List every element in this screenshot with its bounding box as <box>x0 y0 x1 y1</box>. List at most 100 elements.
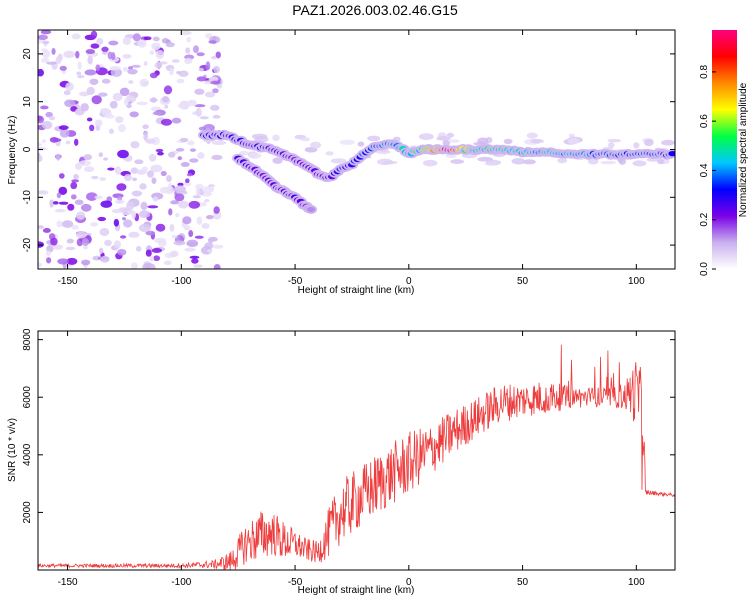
spectrogram-y-tick-label: -10 <box>22 190 33 205</box>
ridge-halo <box>422 159 438 167</box>
ridge-halo <box>632 160 647 167</box>
noise-speckle <box>116 183 127 191</box>
noise-speckle <box>73 173 79 180</box>
colorbar-tick-label: 0.0 <box>699 262 710 276</box>
noise-speckle <box>177 182 184 187</box>
noise-speckle <box>85 49 96 55</box>
noise-speckle <box>94 119 103 127</box>
spectrogram-x-ticks: -150 -100 -50 0 50 100 <box>58 30 645 287</box>
ridge-halo <box>522 159 536 165</box>
noise-speckle <box>149 97 158 103</box>
noise-speckle <box>97 92 108 97</box>
noise-speckle <box>100 200 113 208</box>
noise-speckle <box>187 140 195 146</box>
noise-speckle <box>108 40 119 46</box>
ridge-halo <box>272 134 280 142</box>
noise-speckle <box>71 224 79 230</box>
ridge-halo <box>442 139 451 147</box>
noise-speckle <box>130 141 140 149</box>
noise-speckle <box>186 239 199 248</box>
noise-speckle <box>114 199 125 204</box>
ridge-halo <box>446 132 455 138</box>
noise-speckle <box>79 160 92 167</box>
ridge-halo <box>211 154 223 160</box>
noise-speckle <box>126 201 135 211</box>
noise-speckle <box>119 87 130 97</box>
noise-speckle <box>139 183 147 190</box>
snr-series-line <box>38 344 675 570</box>
noise-speckle <box>59 65 67 71</box>
noise-speckle <box>204 199 210 203</box>
ridge-halo <box>239 150 249 156</box>
noise-speckle <box>185 47 191 54</box>
noise-speckle <box>58 125 69 130</box>
noise-speckle <box>91 175 99 180</box>
noise-speckle <box>112 92 123 102</box>
colorbar-tick-label: 0.2 <box>699 212 710 226</box>
ridge-halo <box>325 151 334 156</box>
noise-speckle <box>107 51 113 60</box>
noise-speckle <box>127 68 138 75</box>
noise-speckle <box>193 264 203 268</box>
snr-y-tick-label: 6000 <box>22 386 33 409</box>
ridge-halo <box>526 132 538 139</box>
noise-speckle <box>191 258 199 264</box>
noise-speckle <box>77 61 82 70</box>
snr-plot-area <box>38 344 675 570</box>
noise-speckle <box>213 206 220 214</box>
noise-speckle <box>159 186 170 194</box>
ridge-halo <box>567 137 580 145</box>
noise-speckle <box>45 111 53 118</box>
ridge-halo <box>511 158 526 165</box>
noise-speckle <box>122 54 132 59</box>
snr-x-tick-label: -150 <box>58 577 78 588</box>
noise-speckle <box>210 55 217 60</box>
ridge-halo <box>445 153 457 158</box>
noise-speckle <box>212 244 224 249</box>
noise-speckle <box>65 140 71 145</box>
ridge-halo <box>607 138 622 143</box>
noise-speckle <box>186 36 192 43</box>
snr-x-tick-label: -50 <box>288 577 303 588</box>
noise-speckle <box>174 212 180 218</box>
ridge-halo <box>484 161 500 166</box>
spectrogram-y-tick-label: 0 <box>22 146 33 152</box>
noise-speckle <box>177 103 186 109</box>
noise-speckle <box>173 240 186 246</box>
noise-speckle <box>52 244 63 250</box>
noise-speckle <box>83 244 88 250</box>
noise-speckle <box>148 153 157 162</box>
noise-speckle <box>160 170 167 177</box>
noise-speckle <box>80 203 92 212</box>
noise-speckle <box>38 262 42 268</box>
noise-speckle <box>170 200 179 205</box>
noise-speckle <box>83 166 95 173</box>
spectrogram-y-tick-label: 10 <box>22 96 33 108</box>
noise-speckle <box>109 65 121 71</box>
noise-speckle <box>71 179 79 183</box>
spectrogram-x-tick-label: 0 <box>406 276 412 287</box>
noise-speckle <box>205 91 216 98</box>
noise-speckle <box>169 67 174 76</box>
noise-speckle <box>65 246 76 251</box>
snr-x-tick-label: 0 <box>406 577 412 588</box>
noise-speckle <box>143 132 148 141</box>
ridge-halo <box>418 133 434 140</box>
spectrogram-y-tick-label: -20 <box>22 237 33 252</box>
ridge-halo <box>248 152 262 159</box>
noise-speckle <box>110 68 123 77</box>
noise-speckle <box>117 149 129 159</box>
noise-speckle <box>131 210 137 219</box>
noise-speckle <box>38 142 43 147</box>
noise-speckle <box>131 64 141 68</box>
noise-speckle <box>182 216 192 225</box>
snr-x-tick-label: 100 <box>628 577 645 588</box>
noise-speckle <box>151 42 161 51</box>
noise-speckle <box>210 80 221 85</box>
noise-speckle <box>38 190 49 195</box>
noise-speckle <box>117 248 127 256</box>
noise-speckle <box>196 52 205 57</box>
noise-speckle <box>154 61 163 69</box>
noise-speckle <box>199 116 210 120</box>
